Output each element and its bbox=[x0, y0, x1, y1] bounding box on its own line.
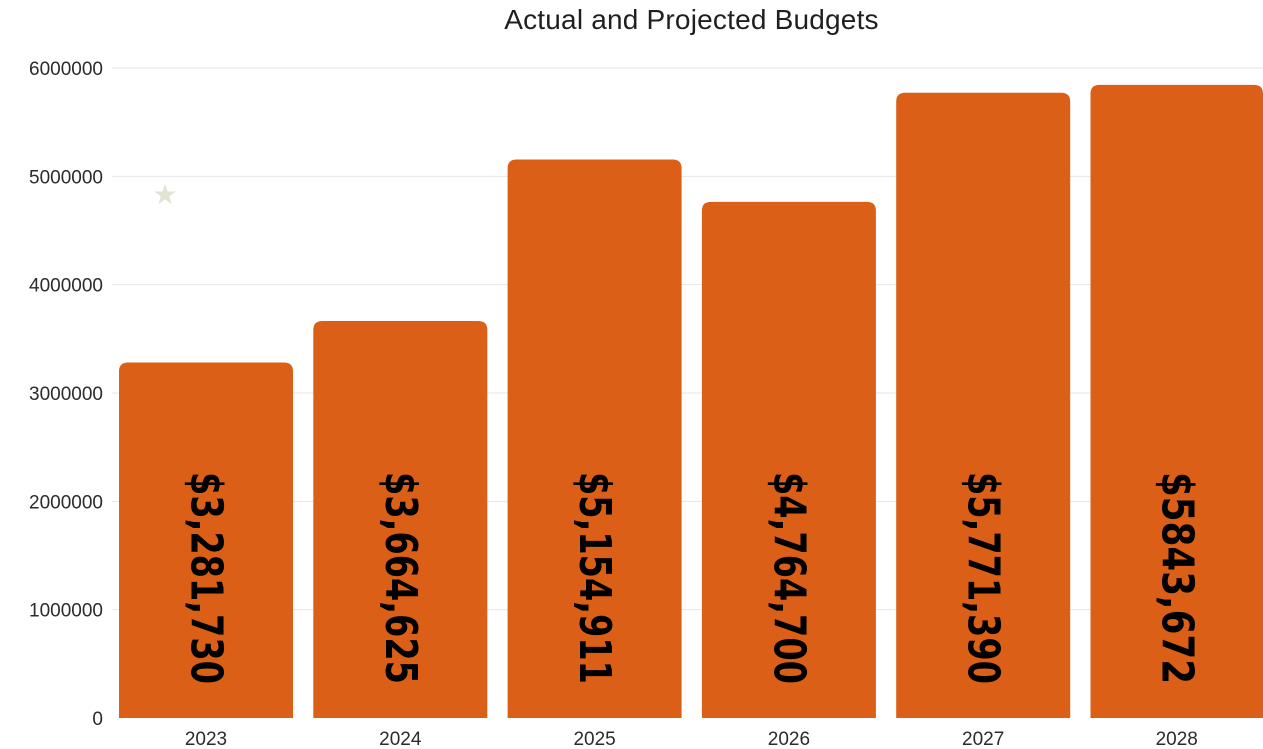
x-axis: 2023 2024 2025 2026 2027 2028 bbox=[185, 729, 1198, 749]
data-label-2023: $3,281,730 bbox=[181, 472, 232, 684]
x-tick-label: 2026 bbox=[768, 729, 810, 749]
y-tick-label: 0 bbox=[92, 709, 103, 730]
y-tick-label: 4000000 bbox=[29, 276, 103, 297]
data-label-2027: $5,771,390 bbox=[958, 472, 1009, 684]
data-label-layer: $3,281,730 $3,664,625 $5,154,911 $4,764,700… bbox=[181, 472, 1203, 684]
y-tick-label: 2000000 bbox=[29, 492, 103, 513]
grid-layer: 0 1000000 2000000 3000000 4000000 5000000 6000… bbox=[29, 59, 1263, 730]
y-tick-label: 3000000 bbox=[29, 384, 103, 405]
y-tick-label: 1000000 bbox=[29, 601, 103, 622]
data-label-2028: $5843,672 bbox=[1151, 472, 1202, 684]
x-tick-label: 2025 bbox=[573, 729, 615, 749]
bar-2028 bbox=[1090, 84, 1263, 718]
data-label-2026: $4,764,700 bbox=[763, 472, 814, 684]
y-tick-label: 6000000 bbox=[29, 59, 103, 80]
x-tick-label: 2023 bbox=[185, 729, 227, 749]
star-icon: ★ bbox=[152, 178, 177, 211]
chart-title: Actual and Projected Budgets bbox=[504, 4, 879, 35]
decoration-layer: ★ bbox=[152, 178, 177, 211]
bar-2025 bbox=[507, 159, 682, 718]
bar-2024 bbox=[313, 320, 488, 718]
x-tick-label: 2024 bbox=[379, 729, 422, 749]
x-tick-label: 2028 bbox=[1156, 729, 1198, 749]
data-label-2024: $3,664,625 bbox=[375, 472, 426, 684]
y-tick-label: 5000000 bbox=[29, 167, 103, 188]
bar-2026 bbox=[701, 201, 876, 719]
bar-layer bbox=[119, 84, 1263, 719]
data-label-2025: $5,154,911 bbox=[569, 472, 620, 684]
bar-2023 bbox=[119, 362, 293, 718]
bar-2027 bbox=[896, 92, 1071, 718]
x-tick-label: 2027 bbox=[962, 729, 1004, 749]
